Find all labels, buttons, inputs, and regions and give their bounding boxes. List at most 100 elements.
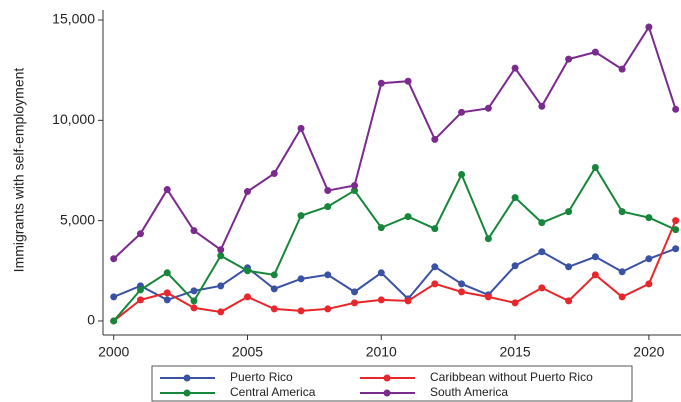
- data-point: [538, 248, 546, 256]
- data-point: [351, 288, 359, 296]
- data-point: [511, 194, 519, 202]
- data-point: [645, 255, 653, 263]
- data-point: [565, 208, 573, 216]
- y-tick-label: 15,000: [52, 11, 95, 27]
- data-point: [565, 263, 573, 271]
- data-point: [672, 217, 680, 225]
- data-point: [645, 214, 653, 222]
- data-point: [565, 297, 573, 305]
- data-point: [377, 296, 385, 304]
- legend-marker: [183, 389, 191, 397]
- legend-box: [151, 365, 633, 402]
- data-point: [110, 317, 118, 325]
- data-point: [511, 299, 519, 307]
- series-line: [113, 24, 677, 260]
- data-point: [591, 271, 599, 279]
- data-point: [351, 182, 359, 190]
- data-point: [351, 299, 359, 307]
- data-point: [190, 297, 198, 305]
- x-tick-label: 2020: [633, 344, 664, 360]
- data-point: [270, 271, 278, 279]
- data-point: [297, 307, 305, 315]
- data-point: [163, 289, 171, 297]
- series-line: [113, 220, 677, 322]
- data-point: [672, 226, 680, 234]
- data-point: [324, 271, 332, 279]
- data-point: [618, 293, 626, 301]
- data-point: [270, 170, 278, 178]
- data-point: [163, 269, 171, 277]
- data-point: [351, 187, 359, 195]
- data-point: [297, 212, 305, 220]
- legend-marker: [383, 374, 391, 382]
- data-point: [431, 135, 439, 143]
- data-point: [244, 188, 251, 196]
- data-point: [458, 280, 466, 288]
- data-point: [511, 262, 519, 270]
- data-point: [431, 280, 439, 288]
- data-point: [217, 308, 225, 316]
- data-point: [110, 293, 118, 301]
- data-point: [163, 186, 171, 194]
- data-point: [618, 65, 626, 73]
- data-point: [270, 305, 278, 313]
- legend: Puerto Rico Caribbean without Puerto Rico…: [151, 365, 633, 402]
- x-tick-label: 2005: [232, 344, 263, 360]
- data-point: [190, 304, 198, 312]
- legend-marker: [383, 389, 391, 397]
- data-point: [458, 171, 466, 179]
- data-point: [297, 124, 305, 132]
- data-point: [618, 268, 626, 276]
- data-point: [377, 224, 385, 232]
- data-point: [431, 263, 439, 271]
- data-point: [377, 269, 385, 277]
- data-point: [270, 285, 278, 293]
- data-point: [217, 252, 225, 260]
- data-point: [645, 23, 653, 31]
- data-point: [163, 296, 171, 304]
- data-point: [377, 79, 385, 87]
- data-point: [244, 267, 251, 275]
- legend-label: Central America: [230, 385, 316, 399]
- y-tick-label: 10,000: [52, 111, 95, 127]
- data-point: [591, 253, 599, 261]
- data-point: [484, 235, 492, 243]
- data-point: [511, 64, 519, 72]
- y-tick-label: 0: [87, 312, 95, 328]
- data-point: [324, 305, 332, 313]
- data-point: [484, 104, 492, 112]
- data-point: [324, 203, 332, 211]
- x-tick-label: 2015: [500, 344, 531, 360]
- series-line: [112, 165, 677, 322]
- y-axis-label: Immigrants with self-employment: [11, 68, 27, 273]
- data-point: [136, 296, 144, 304]
- data-point: [645, 280, 653, 288]
- data-point: [404, 213, 412, 221]
- data-point: [458, 108, 466, 116]
- data-point: [618, 208, 626, 216]
- legend-marker: [183, 374, 191, 382]
- series-line: [113, 247, 676, 301]
- data-point: [538, 102, 546, 110]
- data-point: [538, 284, 546, 292]
- data-point: [190, 227, 198, 235]
- data-point: [136, 230, 144, 238]
- data-point: [672, 105, 680, 113]
- data-point: [110, 255, 118, 263]
- data-point: [217, 246, 225, 254]
- data-point: [672, 245, 680, 253]
- data-point: [431, 225, 439, 233]
- data-point: [404, 297, 412, 305]
- data-point: [297, 275, 305, 283]
- data-point: [244, 293, 251, 301]
- x-tick-label: 2010: [366, 344, 397, 360]
- data-point: [591, 163, 599, 171]
- data-point: [136, 286, 144, 294]
- data-point: [484, 293, 492, 301]
- legend-label: Caribbean without Puerto Rico: [430, 370, 593, 384]
- data-point: [458, 288, 466, 296]
- data-point: [591, 48, 599, 56]
- data-point: [404, 77, 412, 85]
- legend-label: South America: [430, 385, 508, 399]
